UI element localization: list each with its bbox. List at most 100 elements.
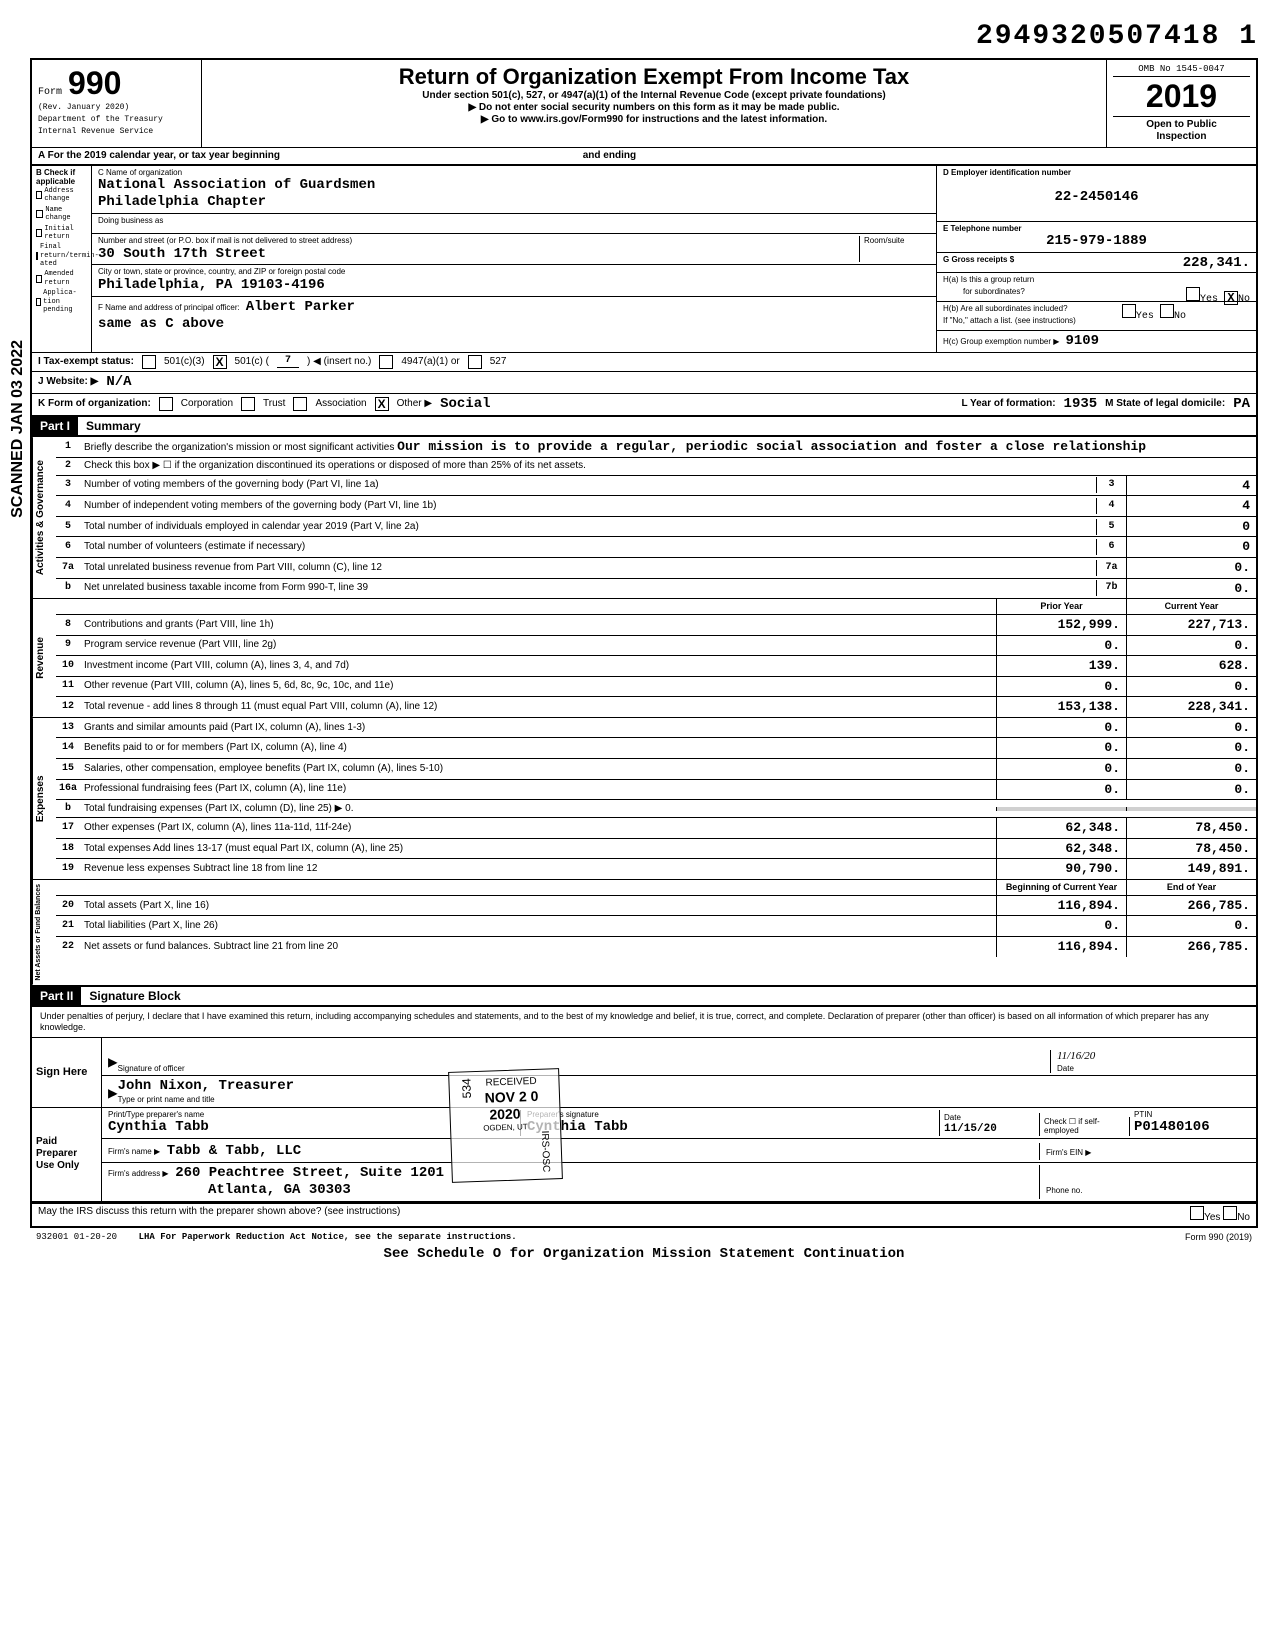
current-year-value: 0. <box>1126 677 1256 697</box>
line-text: Other expenses (Part IX, column (A), lin… <box>80 820 996 836</box>
summary-line: 14Benefits paid to or for members (Part … <box>56 738 1256 759</box>
ha-yes-checkbox[interactable] <box>1186 287 1200 301</box>
summary-line: 8Contributions and grants (Part VIII, li… <box>56 615 1256 636</box>
i-501c-checkbox[interactable]: X <box>213 355 227 369</box>
line-text: Check this box ▶ ☐ if the organization d… <box>80 458 1256 474</box>
line-num: 11 <box>56 678 80 694</box>
line-text: Grants and similar amounts paid (Part IX… <box>80 720 996 736</box>
identity-block: B Check if applicable Address change Name… <box>30 164 1258 352</box>
ha-no-checkbox[interactable]: X <box>1224 291 1238 305</box>
i-4947-checkbox[interactable] <box>379 355 393 369</box>
line-text: Total number of volunteers (estimate if … <box>80 539 1096 555</box>
line-box: 5 <box>1096 519 1126 535</box>
line-text: Total revenue - add lines 8 through 11 (… <box>80 699 996 715</box>
line-text: Total number of individuals employed in … <box>80 519 1096 535</box>
side-revenue: Revenue <box>32 599 56 717</box>
k-trust-checkbox[interactable] <box>241 397 255 411</box>
discuss-yes-checkbox[interactable] <box>1190 1206 1204 1220</box>
summary-line: 7aTotal unrelated business revenue from … <box>56 558 1256 579</box>
line-num: 10 <box>56 658 80 674</box>
form-dept: Department of the Treasury <box>38 115 163 124</box>
b-check-item[interactable]: Applica-tion pending <box>36 289 87 314</box>
line-box: 7b <box>1096 580 1126 596</box>
line-num: 17 <box>56 820 80 836</box>
line-box: 4 <box>1096 498 1126 514</box>
form-arrow2: ▶ Go to www.irs.gov/Form990 for instruct… <box>208 114 1100 126</box>
line-num: 5 <box>56 519 80 535</box>
phone-cell: E Telephone number 215-979-1889 <box>937 222 1256 253</box>
summary-line: 17Other expenses (Part IX, column (A), l… <box>56 818 1256 839</box>
summary-line: 1Briefly describe the organization's mis… <box>56 437 1256 458</box>
line-num: 4 <box>56 498 80 514</box>
summary-line: 21Total liabilities (Part X, line 26)0.0… <box>56 916 1256 937</box>
footer-note: 932001 01-20-20 LHA For Paperwork Reduct… <box>30 1228 1258 1247</box>
line-num: 12 <box>56 699 80 715</box>
current-year-value: 0. <box>1126 759 1256 779</box>
b-check-item[interactable]: Final return/termin-ated <box>36 243 87 268</box>
sign-date: 11/16/20 <box>1057 1050 1250 1063</box>
summary-line: 18Total expenses Add lines 13-17 (must e… <box>56 839 1256 860</box>
b-check-label: Address change <box>44 187 87 204</box>
row-k: K Form of organization: Corporation Trus… <box>30 393 1258 415</box>
line-num: 1 <box>56 439 80 455</box>
b-check-item[interactable]: Amended return <box>36 270 87 287</box>
line-text: Benefits paid to or for members (Part IX… <box>80 740 996 756</box>
k-assoc-checkbox[interactable] <box>293 397 307 411</box>
form-label-box: Form 990 (Rev. January 2020) Department … <box>32 60 202 147</box>
prior-year-value: 0. <box>996 738 1126 758</box>
prior-year-value: 116,894. <box>996 937 1126 957</box>
prior-year-value: 0. <box>996 677 1126 697</box>
summary-line: bTotal fundraising expenses (Part IX, co… <box>56 800 1256 818</box>
city-cell: City or town, state or province, country… <box>92 265 936 296</box>
hb-no-checkbox[interactable] <box>1160 304 1174 318</box>
sign-here-label: Sign Here <box>32 1038 102 1107</box>
prior-year-value: 0. <box>996 916 1126 936</box>
summary-line: 5Total number of individuals employed in… <box>56 517 1256 538</box>
summary-line: 15Salaries, other compensation, employee… <box>56 759 1256 780</box>
i-527-checkbox[interactable] <box>468 355 482 369</box>
i-501c3-checkbox[interactable] <box>142 355 156 369</box>
tax-year: 2019 <box>1113 77 1250 115</box>
b-header: B Check if applicable <box>36 168 87 187</box>
form-header: Form 990 (Rev. January 2020) Department … <box>30 58 1258 147</box>
prior-year-value <box>996 807 1126 811</box>
b-check-label: Initial return <box>44 225 87 242</box>
checkbox-icon <box>36 191 42 199</box>
line-value: 0 <box>1126 517 1256 537</box>
tracking-number: 2949320507418 1 <box>30 20 1258 54</box>
k-other-checkbox[interactable]: X <box>375 397 389 411</box>
prep-date: 11/15/20 <box>944 1123 1035 1136</box>
form-irs: Internal Revenue Service <box>38 127 153 136</box>
part1-header: Part I Summary <box>30 415 1258 435</box>
discuss-no-checkbox[interactable] <box>1223 1206 1237 1220</box>
hb-yes-checkbox[interactable] <box>1122 304 1136 318</box>
line-text: Contributions and grants (Part VIII, lin… <box>80 617 996 633</box>
line-text: Briefly describe the organization's miss… <box>80 437 1256 457</box>
line-text: Professional fundraising fees (Part IX, … <box>80 781 996 797</box>
scanned-stamp: SCANNED JAN 03 2022 <box>8 340 27 518</box>
line-text: Revenue less expenses Subtract line 18 f… <box>80 861 996 877</box>
b-check-item[interactable]: Address change <box>36 187 87 204</box>
k-corp-checkbox[interactable] <box>159 397 173 411</box>
form-rev: (Rev. January 2020) <box>38 103 129 112</box>
summary-line: 2Check this box ▶ ☐ if the organization … <box>56 458 1256 476</box>
line-num: 6 <box>56 539 80 555</box>
line-text: Program service revenue (Part VIII, line… <box>80 637 996 653</box>
b-check-item[interactable]: Initial return <box>36 225 87 242</box>
current-year-value <box>1126 807 1256 811</box>
line-num: 13 <box>56 720 80 736</box>
line-num: 8 <box>56 617 80 633</box>
sign-here-row: Sign Here ▶ Signature of officer 11/16/2… <box>32 1038 1256 1108</box>
b-check-item[interactable]: Name change <box>36 206 87 223</box>
current-year-value: 228,341. <box>1126 697 1256 717</box>
summary-line: 22Net assets or fund balances. Subtract … <box>56 937 1256 957</box>
firm-name: Tabb & Tabb, LLC <box>167 1143 301 1159</box>
received-stamp: 534 RECEIVED NOV 2 0 2020 OGDEN, UT IRS-… <box>448 1068 563 1183</box>
current-year-value: 0. <box>1126 636 1256 656</box>
summary-line: 13Grants and similar amounts paid (Part … <box>56 718 1256 739</box>
line-text: Salaries, other compensation, employee b… <box>80 761 996 777</box>
b-check-label: Final return/termin-ated <box>40 243 99 268</box>
summary-line: 16aProfessional fundraising fees (Part I… <box>56 780 1256 801</box>
line-box: 6 <box>1096 539 1126 555</box>
prior-year-value: 62,348. <box>996 839 1126 859</box>
